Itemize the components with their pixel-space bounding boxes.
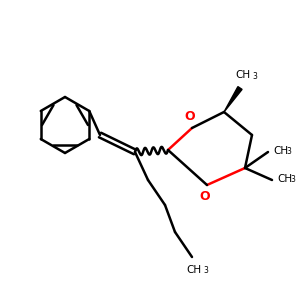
Text: CH: CH [273, 146, 288, 156]
Polygon shape [224, 87, 242, 112]
Text: CH: CH [186, 265, 202, 275]
Text: 3: 3 [290, 176, 295, 184]
Text: CH: CH [236, 70, 250, 80]
Text: O: O [200, 190, 210, 203]
Text: 3: 3 [204, 266, 208, 275]
Text: CH: CH [277, 174, 292, 184]
Text: 3: 3 [286, 148, 291, 157]
Text: 3: 3 [253, 72, 257, 81]
Text: O: O [185, 110, 195, 123]
